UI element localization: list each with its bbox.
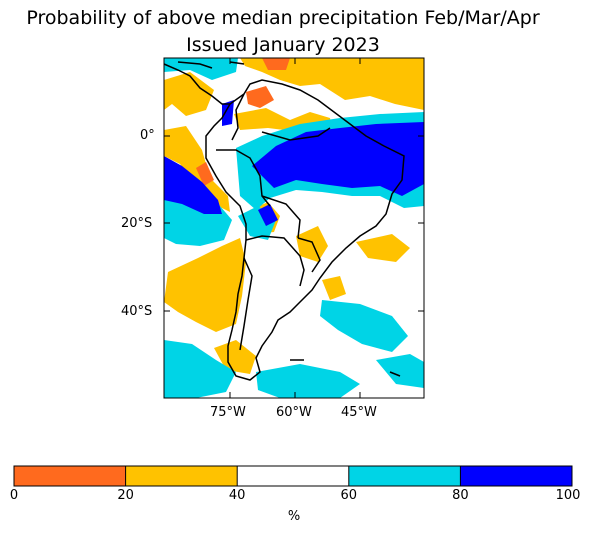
cuba	[177, 61, 213, 69]
border-chile	[239, 257, 253, 351]
colorbar-bin-40-60	[237, 466, 349, 486]
border-colombia	[231, 93, 245, 141]
probability-fields	[164, 58, 424, 398]
colorbar-bin-80-100	[460, 466, 572, 486]
south-america-coastline	[205, 79, 405, 381]
field-80-100-peru	[258, 204, 278, 226]
colorbar-tick-40: 40	[228, 488, 246, 503]
hispaniola	[229, 61, 245, 65]
border-bolivia	[261, 195, 301, 239]
central-america	[164, 63, 230, 105]
field-20-40-argentina	[322, 276, 346, 300]
field-20-40-pacific-north	[164, 72, 214, 116]
field-60-80-south-tip	[164, 340, 236, 398]
border-paraguay	[297, 237, 321, 273]
colorbar-tick-0: 0	[9, 488, 19, 503]
border-argentina	[245, 235, 305, 287]
x-tick-label-45w: 45°W	[341, 405, 377, 420]
colorbar-bin-20-40	[125, 466, 238, 486]
south-georgia	[389, 371, 401, 377]
border-peru	[216, 149, 271, 207]
field-0-20-caribbean	[262, 58, 290, 70]
y-tick-label-20s: 20°S	[121, 216, 153, 231]
colorbar-units-label: %	[287, 509, 301, 524]
field-0-20-pacific	[196, 162, 214, 186]
colorbar-frame	[13, 465, 573, 487]
field-80-100-pacific	[164, 156, 222, 214]
field-80-100-venezuela	[222, 100, 234, 126]
y-tick-label-40s: 40°S	[121, 304, 153, 319]
colorbar-tick-100: 100	[555, 488, 581, 503]
field-20-40-north	[240, 58, 424, 110]
colorbar-tick-20: 20	[117, 488, 134, 503]
x-tick-label-60w: 60°W	[276, 405, 312, 420]
field-60-80-atlantic-east	[376, 354, 424, 388]
field-60-80-falklands	[256, 364, 360, 398]
map-title-line2: Issued January 2023	[186, 34, 380, 56]
axis-ticks	[164, 58, 424, 398]
field-60-80-caribbean	[164, 58, 238, 80]
field-60-80-atlantic-south	[320, 300, 408, 352]
map-frame	[163, 57, 425, 399]
x-tick-label-75w: 75°W	[210, 405, 246, 420]
field-20-40-paraguay	[296, 226, 328, 262]
field-80-100-amazon	[252, 122, 424, 196]
colorbar-bin-0-20	[14, 466, 126, 486]
colorbar-tick-60: 60	[340, 488, 358, 503]
field-20-40-brazil-se	[356, 234, 410, 262]
border-brazil	[261, 127, 331, 141]
map-title-line1: Probability of above median precipitatio…	[26, 7, 540, 29]
colorbar-tick-80: 80	[452, 488, 469, 503]
coastlines	[164, 61, 405, 381]
colorbar-bin-60-80	[348, 466, 461, 486]
field-20-40-chile-coast	[164, 238, 246, 332]
y-tick-label-0: 0°	[140, 128, 155, 143]
field-0-20-colombia	[246, 86, 274, 108]
